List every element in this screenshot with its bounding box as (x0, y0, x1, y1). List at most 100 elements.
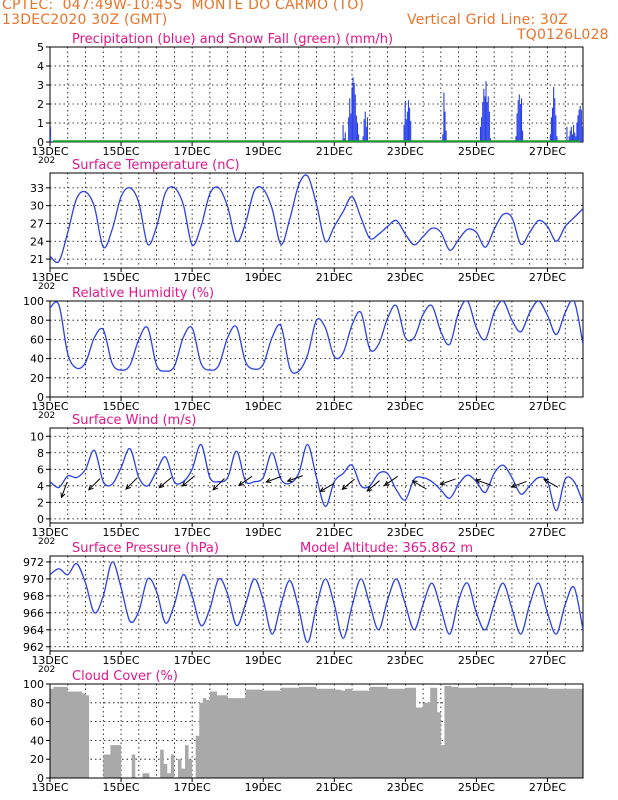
press-subtitle: Model Altitude: 365.862 m (300, 541, 473, 556)
precip-x-tick-label: 25DEC (458, 145, 495, 158)
precipitation-bar (363, 119, 365, 142)
rh-y-tick-label: 80 (30, 314, 44, 327)
temp-panel (46, 172, 584, 272)
wind-arrow-shaft (543, 478, 559, 488)
wind-arrow-head (60, 492, 66, 499)
temp-x-tick-label: 19DEC (245, 271, 282, 284)
precipitation-bar (549, 134, 551, 142)
precipitation-bar (342, 124, 344, 142)
wind-x-tick-label: 19DEC (245, 526, 282, 539)
precipitation-bar (343, 138, 345, 142)
precip-x-tick-label: 21DEC (316, 145, 353, 158)
precip-y-tick-label: 4 (37, 60, 44, 73)
wind-arrow-shaft (366, 480, 380, 492)
temp-x-tick-label: 17DEC (174, 271, 211, 284)
wind-vector-arrow (158, 476, 172, 489)
precipitation-bar (344, 132, 346, 142)
wind-arrow-shaft (182, 475, 196, 487)
precipitation-bar (577, 115, 579, 142)
precipitation-bar (404, 102, 406, 142)
rh-panel (46, 300, 584, 401)
wind-x-tick-label: 25DEC (458, 526, 495, 539)
precip-x-tick-label: 17DEC (174, 145, 211, 158)
press-x-tick-label: 27DEC (529, 654, 566, 667)
precipitation-bar (483, 88, 485, 142)
precipitation-bar (445, 130, 447, 142)
wind-vector-arrow (474, 478, 492, 486)
rh-x-tick-label: 17DEC (174, 400, 211, 413)
wind-y-tick-label: 0 (37, 513, 44, 526)
temp-y-tick-label: 30 (30, 200, 44, 213)
cloud-x-tick-label: 23DEC (387, 781, 424, 794)
temp-x-tick-label: 25DEC (458, 271, 495, 284)
precipitation-bar (568, 136, 570, 142)
precipitation-bar (366, 117, 369, 142)
precipitation-bar (486, 102, 488, 142)
wind-x-tick-label: 15DEC (103, 526, 140, 539)
cloud-x-tick-label: 13DEC (31, 781, 68, 794)
precipitation-bar (520, 98, 523, 142)
year-label-fragment: 202 (38, 537, 55, 547)
precipitation-bar (581, 126, 583, 142)
temp-y-tick-label: 33 (30, 182, 44, 195)
temp-y-tick-label: 21 (30, 253, 44, 266)
precipitation-bar (349, 98, 351, 142)
precipitation-bar (570, 126, 572, 142)
precipitation-bar (518, 94, 520, 142)
precipitation-bar (352, 77, 354, 142)
wind-arrow-shaft (384, 475, 398, 486)
precip-panel (46, 46, 584, 146)
rh-x-tick-label: 25DEC (458, 400, 495, 413)
rh-title: Relative Humidity (%) (72, 286, 214, 301)
rh-x-tick-label: 23DEC (387, 400, 424, 413)
press-x-tick-label: 23DEC (387, 654, 424, 667)
precipitation-bar (569, 130, 571, 142)
cloud-y-tick-label: 60 (30, 716, 44, 729)
wind-arrow-head (543, 478, 550, 484)
wind-arrow-shaft (61, 482, 68, 498)
wind-arrow-head (158, 482, 165, 489)
cloud-title: Cloud Cover (%) (72, 669, 178, 684)
precipitation-bar (403, 124, 405, 142)
wind-arrow-head (212, 484, 219, 491)
precip-x-tick-label: 13DEC (31, 145, 68, 158)
wind-vector-arrow (181, 475, 196, 487)
temp-x-tick-label: 23DEC (387, 271, 424, 284)
temp-x-tick-label: 15DEC (103, 271, 140, 284)
precip-x-tick-label: 23DEC (387, 145, 424, 158)
rh-y-tick-label: 0 (37, 391, 44, 404)
cloud-cover-area (50, 685, 583, 778)
precipitation-bar (580, 109, 582, 142)
rh-y-tick-label: 40 (30, 353, 44, 366)
wind-arrow-shaft (125, 477, 138, 490)
wind-y-tick-label: 10 (30, 430, 44, 443)
precipitation-bar (481, 117, 483, 142)
precipitation-bar (405, 119, 407, 142)
precipitation-bar (351, 88, 353, 142)
press-y-tick-label: 972 (23, 556, 44, 569)
press-x-tick-label: 21DEC (316, 654, 353, 667)
wind-vector-arrow (286, 475, 303, 483)
wind-arrow-shaft (238, 475, 253, 486)
precipitation-bar (479, 126, 482, 142)
precipitation-bar (354, 94, 356, 142)
header-date-line: 13DEC2020 30Z (GMT) (2, 12, 168, 28)
wind-arrow-head (181, 481, 188, 487)
year-label-fragment: 202 (38, 665, 55, 675)
precipitation-bar (364, 111, 366, 142)
wind-y-tick-label: 4 (37, 480, 44, 493)
precipitation-bar (356, 123, 359, 142)
wind-arrow-head (265, 478, 272, 483)
precipitation-bar (353, 83, 355, 142)
press-x-tick-label: 17DEC (174, 654, 211, 667)
cloud-y-tick-label: 100 (23, 678, 44, 691)
wind-arrow-head (510, 482, 517, 488)
precip-title: Precipitation (blue) and Snow Fall (gree… (72, 32, 393, 47)
wind-arrow-shaft (511, 480, 527, 488)
wind-panel (46, 427, 584, 527)
rh-series-line (50, 301, 583, 374)
wind-vector-arrow (439, 478, 456, 486)
temp-y-tick-label: 24 (30, 235, 44, 248)
temp-title: Surface Temperature (nC) (72, 158, 240, 173)
press-series-line (50, 561, 583, 644)
